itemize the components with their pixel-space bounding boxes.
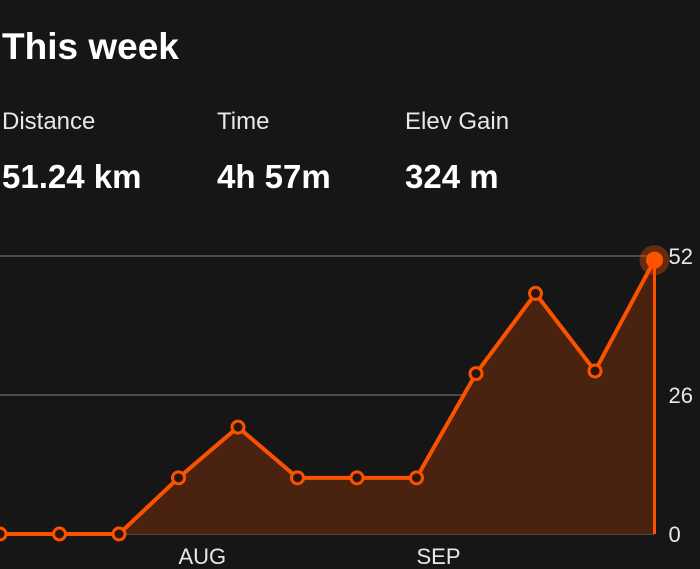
stat: Elev Gain 324 m [405, 108, 509, 196]
x-tick-label: AUG [179, 544, 227, 569]
line [0, 259, 657, 536]
point [646, 251, 663, 269]
y-tick-label: 52 [669, 244, 693, 269]
point [171, 470, 186, 486]
stat-label: Time [217, 108, 270, 135]
area-fill [0, 260, 655, 534]
y-tick-label: 0 [669, 522, 681, 547]
y-tick-label: 26 [669, 383, 693, 408]
stat-label: Elev Gain [405, 108, 510, 135]
stat-value: 324 m [405, 158, 499, 195]
point [528, 285, 543, 301]
point [0, 526, 8, 542]
stat-label: Distance [2, 108, 96, 135]
point [290, 470, 305, 486]
point [468, 366, 484, 382]
stat: Distance 51.24 km [2, 108, 141, 196]
page-title: This week [2, 26, 179, 67]
point [349, 470, 365, 486]
point [230, 419, 246, 435]
point [587, 363, 603, 379]
stat-value: 4h 57m [217, 158, 331, 195]
point [52, 526, 67, 542]
stat: Time 4h 57m [217, 108, 331, 196]
stat-value: 51.24 km [2, 158, 142, 195]
point [409, 470, 424, 486]
point [111, 526, 127, 542]
x-tick-label: SEP [417, 544, 461, 569]
